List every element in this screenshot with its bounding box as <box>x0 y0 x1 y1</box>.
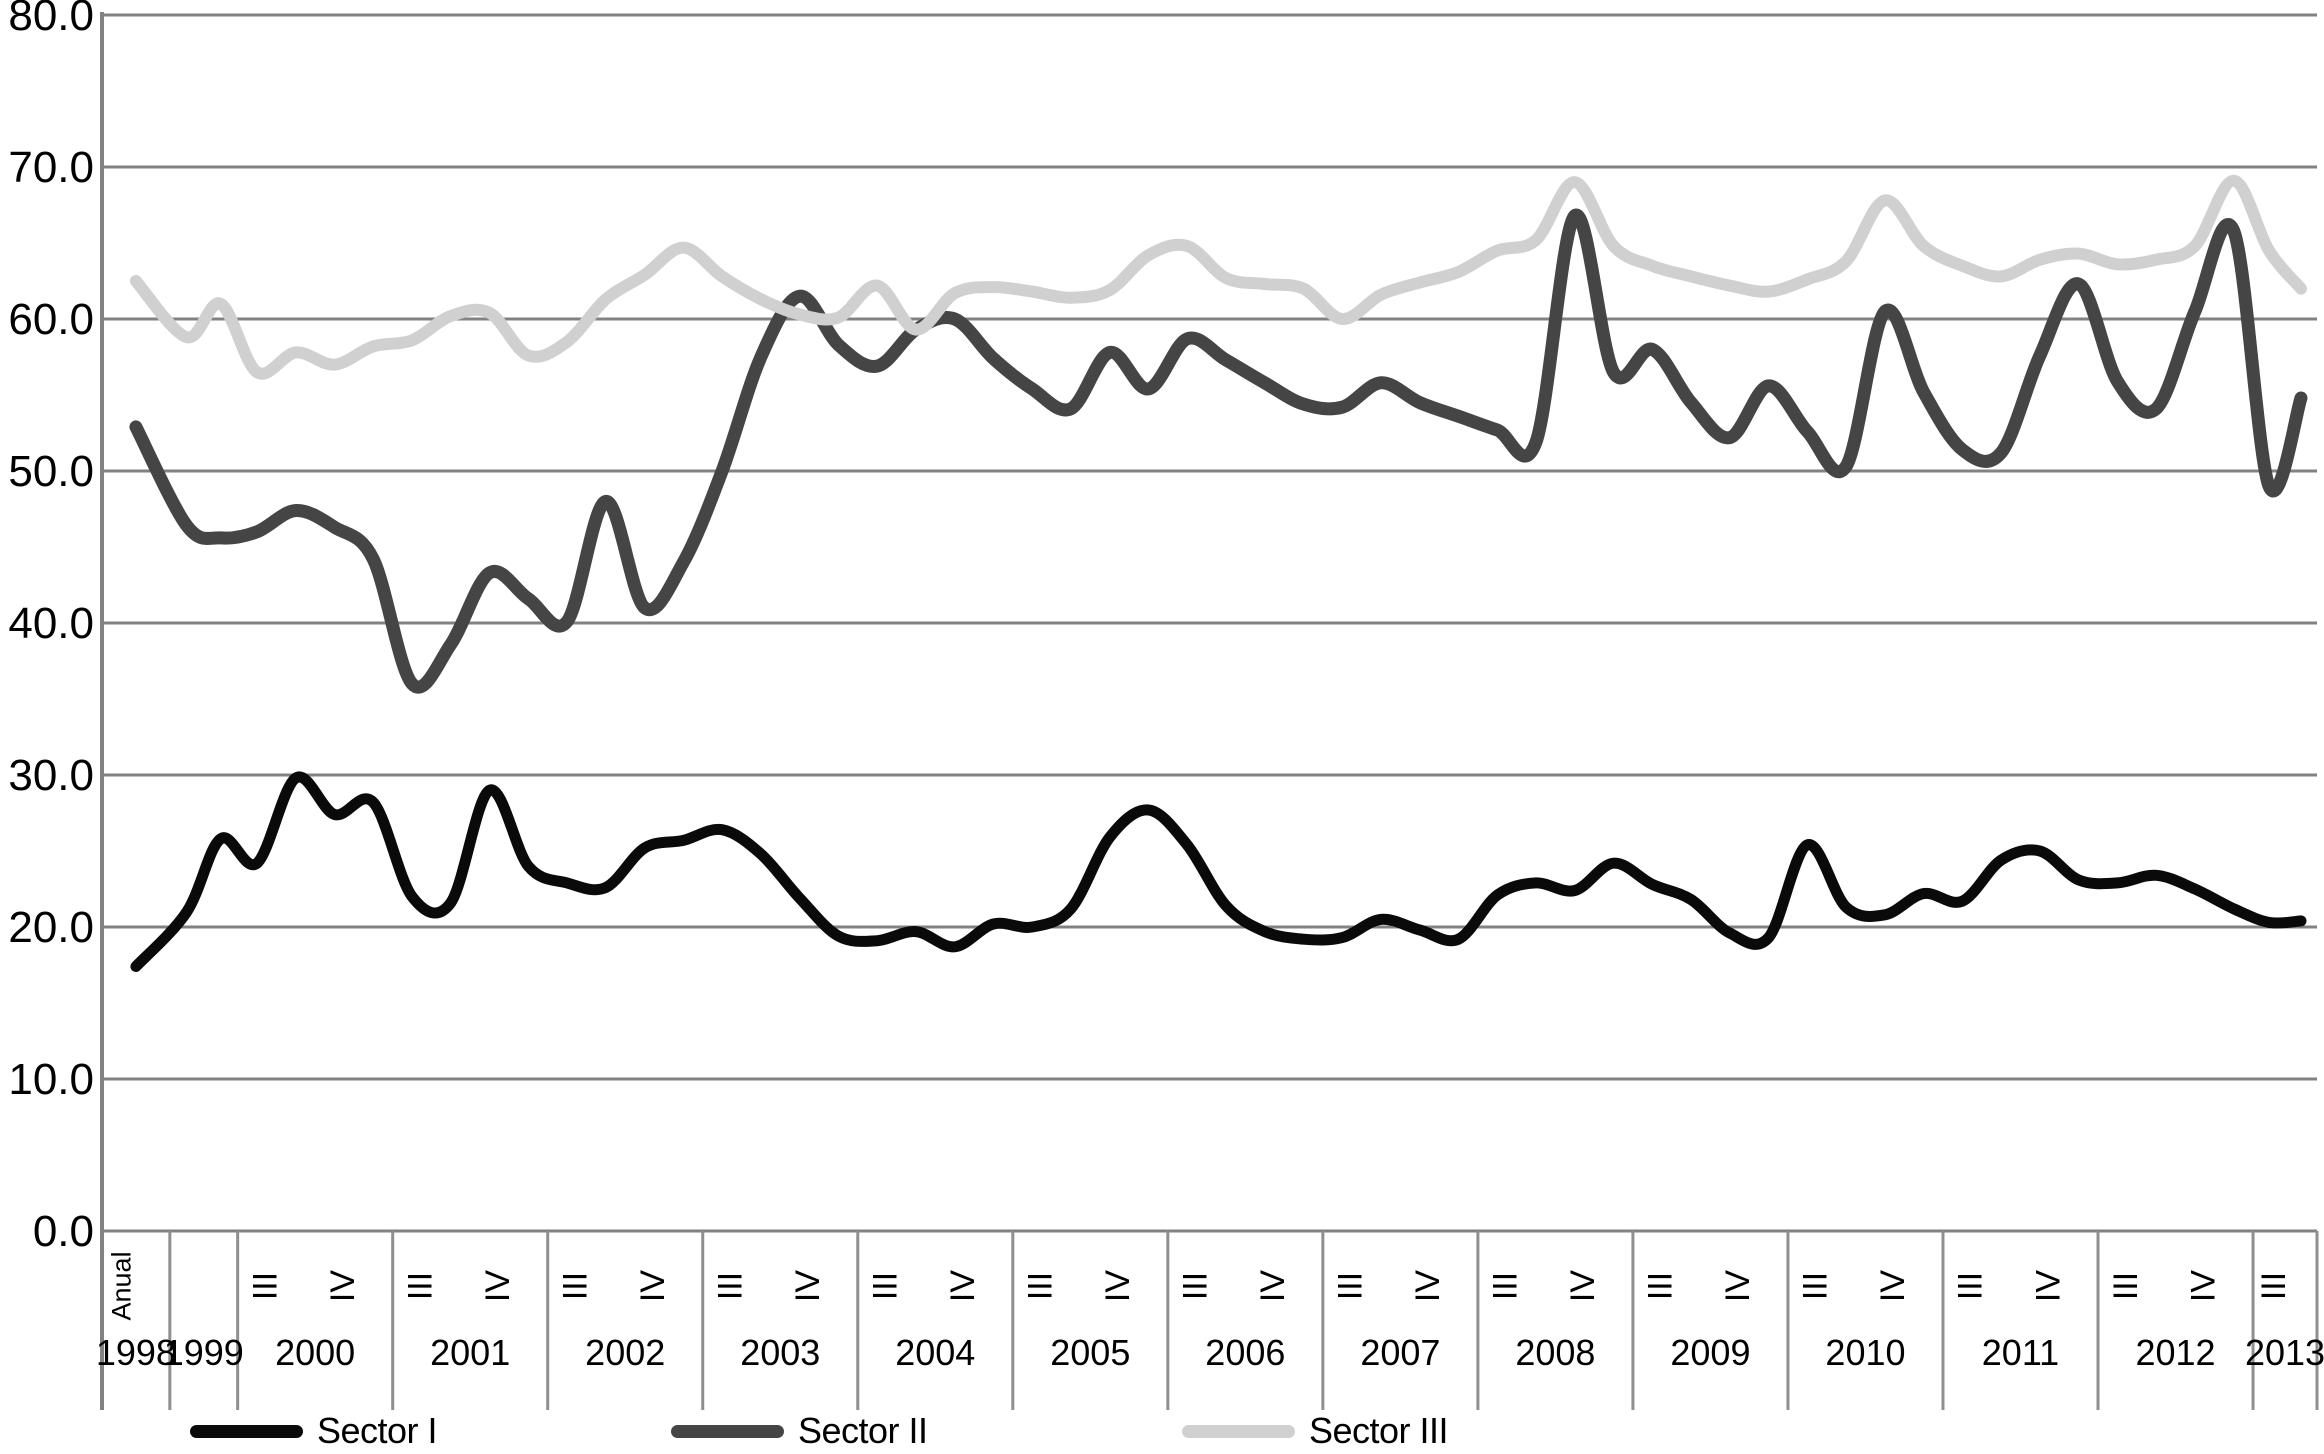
legend-swatch-sector-i-icon <box>190 1424 303 1438</box>
y-axis-tick-label: 40.0 <box>8 599 94 648</box>
x-axis-quarter-label: IV <box>634 1270 672 1302</box>
x-axis-quarter-label: III <box>1797 1272 1835 1300</box>
y-axis-tick-label: 30.0 <box>8 751 94 800</box>
x-axis-year-label: 2002 <box>585 1332 665 1373</box>
x-axis-year-label: 1999 <box>164 1332 244 1373</box>
series-line-sector-iii <box>129 174 2307 380</box>
legend-item-sector-ii: Sector II <box>671 1408 928 1454</box>
x-axis-year-label: 2007 <box>1360 1332 1440 1373</box>
x-axis-quarter-label: IV <box>1874 1270 1912 1302</box>
y-axis-tick-label: 50.0 <box>8 447 94 496</box>
legend-label-sector-ii: Sector II <box>798 1410 928 1451</box>
x-axis-year-label: 2012 <box>2135 1332 2215 1373</box>
legend-item-sector-i: Sector I <box>190 1408 438 1454</box>
x-axis-quarter-label: III <box>867 1272 905 1300</box>
y-axis-tick-label: 0.0 <box>33 1207 94 1256</box>
chart-legend: Sector I Sector II Sector III <box>0 1408 2324 1454</box>
x-axis-year-label: 2003 <box>740 1332 820 1373</box>
x-axis-quarter-label: IV <box>1564 1270 1602 1302</box>
x-axis-quarter-label: III <box>712 1272 750 1300</box>
x-axis-year-label: 2000 <box>275 1332 355 1373</box>
x-axis-anual-label: Anual <box>106 1251 136 1320</box>
y-axis-tick-label: 60.0 <box>8 295 94 344</box>
series-line-sector-ii <box>129 208 2308 694</box>
x-axis-quarter-label: III <box>1332 1272 1370 1300</box>
y-axis-tick-label: 70.0 <box>8 143 94 192</box>
x-axis-year-label: 2005 <box>1050 1332 1130 1373</box>
x-axis-quarter-label: IV <box>944 1270 982 1302</box>
x-axis-quarter-label: IV <box>1409 1270 1447 1302</box>
x-axis-quarter-label: IV <box>1719 1270 1757 1302</box>
legend-swatch-sector-iii-icon <box>1182 1424 1295 1438</box>
x-axis-quarter-label: III <box>2255 1272 2293 1300</box>
legend-label-sector-iii: Sector III <box>1309 1410 1449 1451</box>
x-axis-quarter-label: III <box>1022 1272 1060 1300</box>
x-axis-year-label: 2001 <box>430 1332 510 1373</box>
x-axis-quarter-label: IV <box>324 1270 362 1302</box>
x-axis-quarter-label: III <box>1642 1272 1680 1300</box>
x-axis-quarter-label: III <box>401 1272 439 1300</box>
x-axis-year-label: 2010 <box>1825 1332 1905 1373</box>
x-axis-quarter-label: IV <box>789 1270 827 1302</box>
x-axis-year-label: 2008 <box>1515 1332 1595 1373</box>
x-axis-quarter-label: III <box>1177 1272 1215 1300</box>
x-axis-quarter-label: III <box>1487 1272 1525 1300</box>
x-axis-quarter-label: IV <box>479 1270 517 1302</box>
x-axis-year-label: 2013 <box>2245 1332 2324 1373</box>
x-axis-year-label: 1998 <box>96 1332 176 1373</box>
x-axis-quarter-label: IV <box>2184 1270 2222 1302</box>
y-axis-tick-label: 80.0 <box>8 0 94 40</box>
x-axis-quarter-label: III <box>246 1272 284 1300</box>
x-axis-quarter-label: III <box>1952 1272 1990 1300</box>
x-axis-quarter-label: IV <box>1254 1270 1292 1302</box>
y-axis-tick-label: 20.0 <box>8 903 94 952</box>
series-line-sector-i <box>130 771 2307 973</box>
x-axis-year-label: 2009 <box>1670 1332 1750 1373</box>
x-axis-year-label: 2004 <box>895 1332 975 1373</box>
legend-label-sector-i: Sector I <box>317 1410 438 1451</box>
x-axis-quarter-label: IV <box>2029 1270 2067 1302</box>
legend-swatch-sector-ii-icon <box>671 1424 784 1438</box>
x-axis-year-label: 2011 <box>1982 1332 2059 1373</box>
x-axis-quarter-label: III <box>556 1272 594 1300</box>
x-axis-quarter-label: IV <box>1099 1270 1137 1302</box>
legend-item-sector-iii: Sector III <box>1182 1408 1449 1454</box>
x-axis-year-label: 2006 <box>1205 1332 1285 1373</box>
x-axis-quarter-label: III <box>2107 1272 2145 1300</box>
y-axis-tick-label: 10.0 <box>8 1055 94 1104</box>
